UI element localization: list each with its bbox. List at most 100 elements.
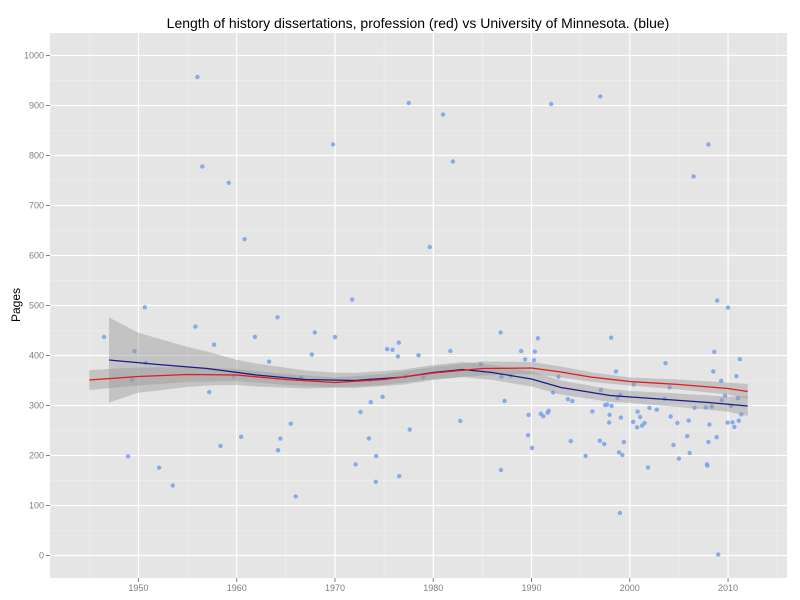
scatter-point [498,330,503,335]
scatter-point [620,452,625,458]
scatter-point [634,425,640,430]
scatter-point [535,336,541,341]
scatter-point [142,305,147,310]
x-tick-label: 2000 [620,583,640,593]
x-tick-label: 1980 [423,583,443,593]
scatter-point [252,334,258,340]
scatter-point [719,398,724,403]
scatter-point [642,421,647,426]
scatter-point [739,412,744,417]
y-tick-label: 100 [29,501,44,511]
scatter-point [374,453,379,459]
scatter-point [293,494,298,499]
scatter-point [207,389,212,395]
scatter-point [635,409,640,414]
scatter-point [193,324,198,329]
scatter-point [686,418,691,423]
x-axis: 1950 1960 1970 1980 1990 2000 2010 [128,578,738,593]
scatter-point [597,438,602,443]
scatter-point [598,94,603,99]
scatter-point [406,100,411,106]
scatter-point [705,463,710,468]
scatter-point [645,465,651,470]
scatter-point [719,378,724,383]
smooth-lines [89,359,748,407]
y-tick-label: 200 [29,451,44,461]
scatter-point [380,394,385,399]
scatter-point [170,483,175,488]
scatter-point [722,393,728,398]
scatter-point [703,405,709,410]
scatter-point [396,340,401,345]
scatter-point [602,441,607,447]
x-tick-label: 1990 [521,583,541,593]
scatter-point [570,398,575,404]
scatter-point [368,400,373,405]
scatter-point [637,414,643,420]
scatter-point [332,334,338,340]
scatter-point [288,421,293,426]
y-tick-label: 1000 [24,51,44,61]
scatter-point [309,352,315,357]
scatter-point [725,420,730,425]
scatter-point [478,362,484,367]
scatter-point [621,439,627,445]
scatter-point [532,349,538,354]
scatter-point [195,74,200,80]
x-tick-label: 2010 [718,583,738,593]
scatter-point [709,404,714,409]
y-tick-label: 300 [29,401,44,411]
scatter-point [156,465,162,470]
chart-title: Length of history dissertations, profess… [167,15,670,31]
scatter-point [618,415,624,420]
scatter-point [549,101,554,107]
scatter-point [663,361,668,366]
scatter-point [725,305,731,310]
scatter-point [565,397,571,402]
scatter-point [312,330,317,335]
scatter-point [350,297,355,302]
scatter-point [353,462,358,467]
scatter-point [583,453,588,459]
scatter-point [421,374,426,380]
scatter-point [605,402,610,407]
scatter-point [736,418,741,423]
scatter-point [647,405,652,411]
x-tick-label: 1970 [325,583,345,593]
data-points [101,74,744,557]
scatter-point [715,298,720,303]
x-tick-label: 1960 [227,583,247,593]
scatter-point [556,374,561,379]
scatter-point [671,442,676,448]
scatter-point [617,510,623,516]
scatter-point [712,349,717,354]
y-tick-label: 400 [29,351,44,361]
scatter-point [330,142,336,147]
scatter-point [716,552,721,557]
scatter-point [541,414,546,419]
scatter-point [606,420,612,425]
scatter-point [687,450,692,456]
scatter-point [390,347,395,352]
scatter-point [416,353,421,358]
scatter-point [675,420,680,426]
scatter-point [654,407,659,412]
scatter-point [522,357,528,362]
scatter-point [667,385,672,390]
scatter-point [226,180,231,185]
scatter-point [358,409,363,415]
y-tick-label: 500 [29,301,44,311]
scatter-point [427,244,432,250]
scatter-point [525,433,531,438]
y-tick-label: 600 [29,251,44,261]
scatter-point [598,387,603,393]
scatter-point [275,315,280,320]
scatter-point [613,369,619,374]
scatter-point [366,436,372,441]
scatter-point [734,374,739,379]
scatter-point [685,434,690,439]
scatter-point [440,112,446,117]
scatter-point [631,382,636,387]
scatter-point [615,395,620,401]
